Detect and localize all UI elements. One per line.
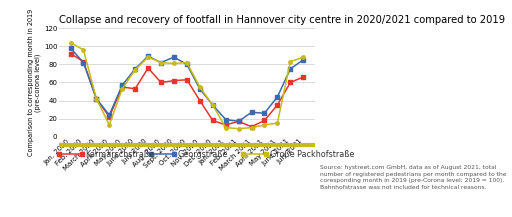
Karmarschstraße	[68, 52, 74, 55]
Georgstraße	[210, 104, 216, 106]
Line: Große Packhofstraße: Große Packhofstraße	[69, 41, 305, 130]
Karmarschstraße	[106, 115, 112, 118]
Große Packhofstraße	[287, 60, 293, 63]
Georgstraße	[119, 84, 125, 87]
Große Packhofstraße	[262, 124, 268, 126]
Große Packhofstraße	[119, 87, 125, 90]
Georgstraße	[80, 61, 87, 64]
Georgstraße	[300, 59, 306, 61]
Georgstraße	[262, 112, 268, 115]
Große Packhofstraße	[184, 61, 190, 64]
Große Packhofstraße	[223, 126, 229, 129]
Große Packhofstraße	[171, 62, 177, 65]
Karmarschstraße	[300, 76, 306, 78]
Georgstraße	[223, 118, 229, 121]
Karmarschstraße	[93, 97, 99, 100]
Text: Große Packhofstraße: Große Packhofstraße	[270, 150, 354, 159]
Georgstraße	[248, 111, 254, 114]
Karmarschstraße	[184, 79, 190, 81]
Karmarschstraße	[119, 86, 125, 88]
Georgstraße	[132, 68, 138, 70]
Karmarschstraße	[236, 120, 242, 123]
Georgstraße	[171, 56, 177, 58]
Y-axis label: Comparison to corresponding month in 2019
(pre-corona level): Comparison to corresponding month in 201…	[28, 9, 41, 156]
Georgstraße	[236, 120, 242, 123]
Große Packhofstraße	[300, 56, 306, 58]
Line: Georgstraße: Georgstraße	[69, 46, 305, 123]
Georgstraße	[287, 68, 293, 70]
Große Packhofstraße	[274, 122, 281, 125]
Große Packhofstraße	[197, 86, 203, 88]
Karmarschstraße	[158, 81, 164, 84]
Georgstraße	[106, 114, 112, 116]
Karmarschstraße	[223, 124, 229, 126]
Georgstraße	[145, 55, 151, 58]
Große Packhofstraße	[248, 126, 254, 129]
Große Packhofstraße	[106, 124, 112, 126]
Große Packhofstraße	[145, 56, 151, 58]
Text: Collapse and recovery of footfall in Hannover city centre in 2020/2021 compared : Collapse and recovery of footfall in Han…	[59, 15, 505, 25]
Karmarschstraße	[145, 67, 151, 69]
Georgstraße	[68, 47, 74, 49]
Text: Karmarschstraße: Karmarschstraße	[86, 150, 155, 159]
Große Packhofstraße	[80, 49, 87, 51]
Große Packhofstraße	[93, 97, 99, 100]
Karmarschstraße	[171, 79, 177, 82]
Text: Georgstraße: Georgstraße	[178, 150, 228, 159]
Karmarschstraße	[197, 99, 203, 102]
Georgstraße	[184, 63, 190, 66]
Karmarschstraße	[287, 81, 293, 84]
Karmarschstraße	[248, 125, 254, 128]
Große Packhofstraße	[68, 41, 74, 44]
Karmarschstraße	[132, 87, 138, 90]
Georgstraße	[158, 61, 164, 64]
Georgstraße	[197, 87, 203, 90]
Georgstraße	[274, 96, 281, 98]
Karmarschstraße	[210, 119, 216, 122]
Karmarschstraße	[262, 119, 268, 122]
Georgstraße	[93, 97, 99, 100]
Große Packhofstraße	[132, 69, 138, 71]
Text: Source: hystreet.com GmbH, data as of August 2021, total
number of registered pe: Source: hystreet.com GmbH, data as of Au…	[320, 165, 506, 190]
Karmarschstraße	[274, 104, 281, 106]
Große Packhofstraße	[158, 61, 164, 64]
Große Packhofstraße	[210, 104, 216, 106]
Karmarschstraße	[80, 60, 87, 63]
Line: Karmarschstraße: Karmarschstraße	[69, 52, 305, 128]
Große Packhofstraße	[236, 127, 242, 130]
